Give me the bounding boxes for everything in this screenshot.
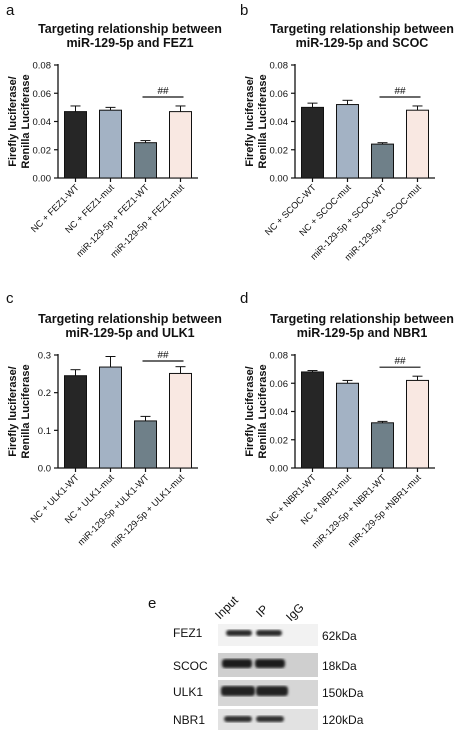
wb-band-nbr1-input: [224, 716, 252, 722]
bar-a-3: [169, 111, 192, 179]
bar-b-2: [371, 143, 394, 179]
chart-title-b-line2: miR-129-5p and SCOC: [295, 36, 429, 50]
wb-band-fez1-input: [226, 630, 252, 636]
y-tick-label-b-1: 0.02: [270, 145, 289, 156]
chart-title-c: Targeting relationship between miR-129-5…: [10, 312, 250, 340]
significance-label-a: ##: [157, 86, 169, 97]
y-axis-label-a-line2: Renilla Luciferase: [20, 74, 32, 168]
wb-band-scoc-ip: [255, 659, 285, 668]
bar-c-3: [169, 372, 192, 469]
wb-protein-fez1: FEZ1: [173, 626, 203, 640]
x-tick-label-c-3: miR-129-5p + ULK1-mut: [108, 472, 186, 550]
y-axis-label-b-line1: Firefly luciferase/: [244, 76, 256, 167]
wb-protein-nbr1: NBR1: [173, 713, 206, 727]
bar-chart-a: Firefly luciferase/Renilla Luciferase0.0…: [7, 61, 198, 260]
wb-protein-scoc: SCOC: [173, 659, 208, 673]
y-tick-label-d-4: 0.08: [270, 351, 289, 362]
bar-c-1: [99, 366, 122, 469]
y-tick-label-c-3: 0.3: [38, 351, 51, 362]
y-tick-label-d-3: 0.06: [270, 379, 289, 390]
wb-protein-ulk1: ULK1: [173, 685, 204, 699]
panel-letter-d: d: [240, 290, 249, 307]
wb-size-scoc: 18kDa: [322, 659, 357, 673]
significance-label-b: ##: [394, 86, 406, 97]
panel-letter-e: e: [148, 595, 157, 612]
y-tick-label-a-4: 0.08: [33, 61, 52, 72]
y-tick-label-d-1: 0.02: [270, 435, 289, 446]
y-tick-label-d-0: 0.00: [270, 464, 289, 475]
chart-title-d-line2: miR-129-5p and NBR1: [296, 326, 428, 340]
bar-b-0: [301, 106, 324, 179]
chart-title-b: Targeting relationship between miR-129-5…: [242, 22, 474, 50]
bar-c-2: [134, 420, 157, 469]
wb-band-ulk1-input: [221, 686, 255, 696]
bar-d-2: [371, 422, 394, 469]
y-axis-label-d-line1: Firefly luciferase/: [244, 366, 256, 457]
y-tick-label-c-1: 0.1: [38, 426, 51, 437]
bar-a-0: [64, 111, 87, 179]
chart-title-b-line1: Targeting relationship between: [270, 22, 454, 36]
y-axis-label-b-line2: Renilla Luciferase: [257, 74, 269, 168]
bar-d-0: [301, 371, 324, 469]
bar-d-3: [406, 379, 429, 469]
y-axis-label-a-line1: Firefly luciferase/: [7, 76, 19, 167]
panel-letter-c: c: [6, 290, 14, 307]
y-axis-label-a: Firefly luciferase/Renilla Luciferase: [7, 74, 32, 168]
bar-a-1: [99, 109, 122, 179]
y-tick-label-c-2: 0.2: [38, 388, 51, 399]
y-tick-label-b-0: 0.00: [270, 174, 289, 185]
wb-blot-image: [218, 624, 318, 730]
y-tick-label-b-2: 0.04: [270, 117, 289, 128]
chart-title-a-line2: miR-129-5p and FEZ1: [66, 36, 194, 50]
wb-column-input: Input: [212, 593, 241, 622]
y-tick-label-b-4: 0.08: [270, 61, 289, 72]
panel-letter-a: a: [6, 2, 15, 19]
wb-size-fez1: 62kDa: [322, 629, 357, 643]
y-tick-label-a-2: 0.04: [33, 117, 52, 128]
y-tick-label-b-3: 0.06: [270, 89, 289, 100]
y-axis-label-c: Firefly luciferase/Renilla Luciferase: [7, 364, 32, 458]
x-tick-label-a-3: miR-129-5p + FEZ1-mut: [109, 182, 187, 260]
significance-label-c: ##: [157, 350, 169, 361]
chart-title-c-line1: Targeting relationship between: [38, 312, 222, 326]
significance-label-d: ##: [394, 356, 406, 367]
y-axis-label-d-line2: Renilla Luciferase: [257, 364, 269, 458]
wb-band-nbr1-ip: [256, 716, 284, 722]
y-tick-label-d-2: 0.04: [270, 407, 289, 418]
wb-band-fez1-ip: [256, 630, 282, 636]
bar-b-1: [336, 104, 359, 179]
y-tick-label-c-0: 0.0: [38, 464, 51, 475]
bar-c-0: [64, 375, 87, 469]
panel-letter-b: b: [240, 2, 249, 19]
y-tick-label-a-0: 0.00: [33, 174, 52, 185]
bar-a-2: [134, 142, 157, 179]
y-axis-label-c-line2: Renilla Luciferase: [20, 364, 32, 458]
x-tick-label-c-2: miR-129-5p +ULK1-WT: [76, 472, 151, 547]
chart-title-d: Targeting relationship between miR-129-5…: [242, 312, 474, 340]
y-tick-label-a-1: 0.02: [33, 145, 52, 156]
bar-b-3: [406, 109, 429, 179]
wb-size-ulk1: 150kDa: [322, 686, 364, 700]
y-tick-label-a-3: 0.06: [33, 89, 52, 100]
bar-chart-b: Firefly luciferase/Renilla Luciferase0.0…: [244, 61, 435, 263]
chart-title-d-line1: Targeting relationship between: [270, 312, 454, 326]
wb-column-ip: IP: [253, 602, 272, 620]
bar-d-1: [336, 382, 359, 469]
y-axis-label-d: Firefly luciferase/Renilla Luciferase: [244, 364, 269, 458]
bar-chart-d: Firefly luciferase/Renilla Luciferase0.0…: [244, 351, 435, 550]
y-axis-label-c-line1: Firefly luciferase/: [7, 366, 19, 457]
chart-title-a-line1: Targeting relationship between: [38, 22, 222, 36]
chart-title-a: Targeting relationship between miR-129-5…: [10, 22, 250, 50]
bar-chart-c: Firefly luciferase/Renilla Luciferase 0.0…: [7, 350, 198, 550]
wb-size-nbr1: 120kDa: [322, 713, 364, 727]
x-tick-label-d-3: miR-129-5p +NBR1-mut: [346, 472, 423, 549]
chart-title-c-line2: miR-129-5p and ULK1: [65, 326, 195, 340]
wb-band-scoc-input: [222, 659, 252, 668]
wb-band-ulk1-ip: [256, 686, 288, 696]
y-axis-label-b: Firefly luciferase/Renilla Luciferase: [244, 74, 269, 168]
